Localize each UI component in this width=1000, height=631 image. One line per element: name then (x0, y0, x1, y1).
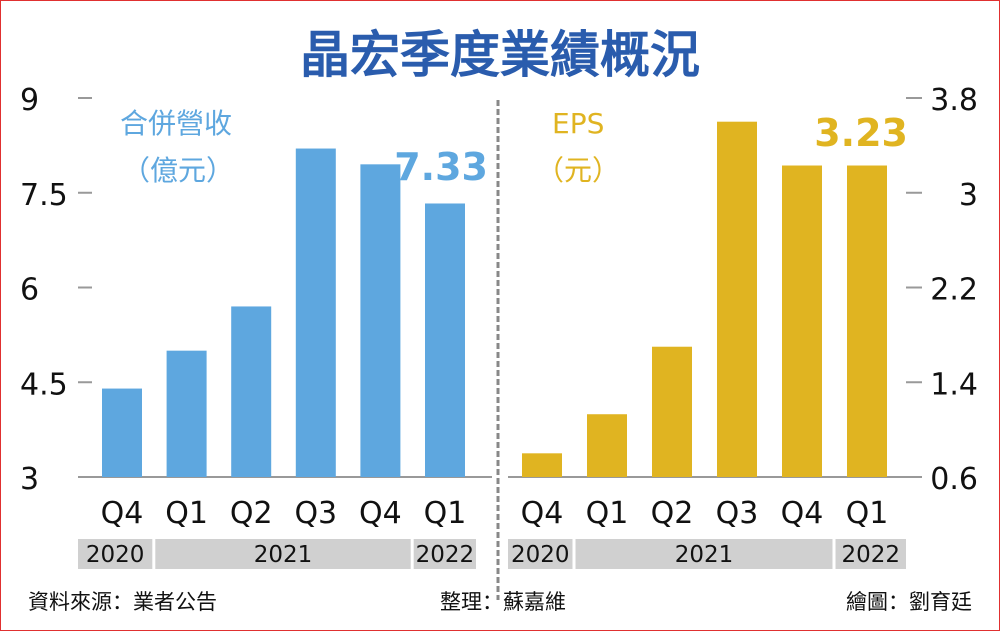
footer-editor: 整理：蘇嘉維 (440, 590, 566, 614)
revenue-ytick-label: 4.5 (20, 367, 68, 402)
eps-category-label: Q1 (586, 496, 629, 531)
eps-category-label: Q1 (846, 496, 889, 531)
eps-bar (717, 121, 757, 477)
eps-bar (782, 165, 822, 477)
footer-artist: 繪圖：劉育廷 (846, 590, 972, 614)
footer-source: 資料來源：業者公告 (28, 590, 217, 614)
eps-year-band (835, 539, 906, 569)
eps-ytick-label: 2.2 (930, 273, 978, 308)
eps-category-label: Q2 (651, 496, 694, 531)
eps-unit-label: （元） (536, 154, 620, 187)
revenue-year-label: 2020 (86, 542, 145, 568)
revenue-ytick-label: 7.5 (20, 178, 68, 213)
revenue-category-label: Q3 (294, 496, 337, 531)
eps-ytick-label: 1.4 (930, 367, 978, 402)
eps-year-band (575, 539, 833, 569)
revenue-bar (102, 388, 142, 477)
revenue-year-label: 2021 (254, 542, 313, 568)
revenue-year-band (78, 539, 153, 569)
revenue-category-label: Q2 (230, 496, 273, 531)
eps-category-label: Q3 (716, 496, 759, 531)
revenue-highlight-value: 7.33 (394, 145, 488, 189)
revenue-bar (425, 203, 465, 477)
eps-year-label: 2021 (675, 542, 734, 568)
revenue-category-label: Q1 (424, 496, 467, 531)
chart-title: 晶宏季度業績概況 (300, 26, 700, 84)
eps-category-label: Q4 (521, 496, 564, 531)
eps-highlight-value: 3.23 (814, 111, 908, 155)
revenue-unit-label: （億元） (122, 154, 234, 187)
revenue-bar (295, 148, 336, 478)
eps-ytick-label: 3 (959, 178, 978, 213)
revenue-year-band (413, 539, 476, 569)
eps-year-label: 2022 (841, 542, 900, 568)
revenue-category-label: Q4 (101, 496, 144, 531)
revenue-series-label: 合併營收 (120, 107, 232, 140)
eps-ytick-label: 3.8 (930, 83, 978, 118)
eps-bar (522, 453, 562, 477)
revenue-chart: 9 7.5 6 4.5 3 Q4 Q1 Q2 Q3 Q4 Q1 2020 2021 2022 (20, 83, 492, 569)
revenue-year-band (155, 539, 411, 569)
revenue-year-label: 2022 (416, 542, 475, 568)
revenue-bar (360, 164, 401, 477)
revenue-bar (166, 350, 207, 477)
eps-year-band (508, 539, 573, 569)
eps-bar (652, 346, 692, 477)
revenue-bar (231, 306, 272, 477)
revenue-category-label: Q4 (359, 496, 402, 531)
eps-bar (587, 414, 627, 477)
eps-year-label: 2020 (511, 542, 570, 568)
revenue-ytick-label: 6 (20, 273, 39, 308)
revenue-ytick-label: 3 (20, 462, 39, 497)
revenue-ytick-label: 9 (20, 83, 39, 118)
eps-series-label: EPS (552, 107, 604, 140)
eps-chart: 3.8 3 2.2 1.4 0.6 Q4 Q1 Q2 Q3 Q4 Q1 2020 2021 2022 (508, 83, 978, 569)
revenue-category-label: Q1 (165, 496, 208, 531)
eps-bar (847, 165, 887, 477)
eps-ytick-label: 0.6 (930, 462, 978, 497)
eps-category-label: Q4 (781, 496, 824, 531)
